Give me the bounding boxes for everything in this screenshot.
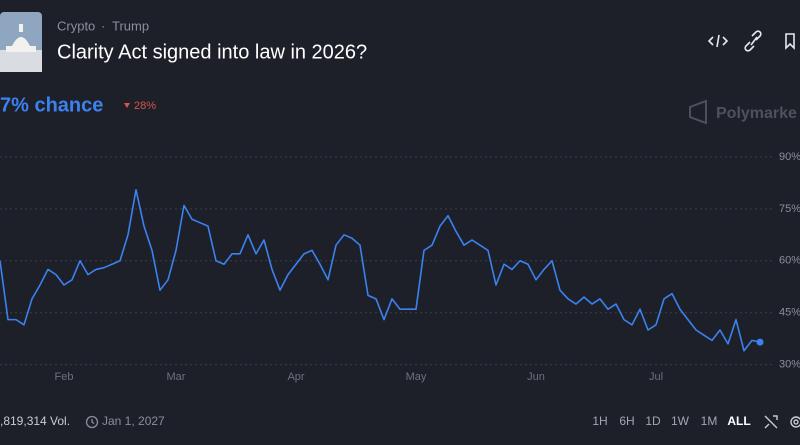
thumbnail [0, 12, 42, 72]
y-tick-label: 90% [779, 151, 800, 163]
price-line [0, 189, 761, 352]
y-tick-label: 75% [779, 203, 800, 215]
range-button[interactable]: 1H [592, 414, 607, 428]
market-title: Clarity Act signed into law in 2026? [57, 41, 367, 63]
y-tick-label: 60% [779, 255, 800, 267]
clock-icon [85, 415, 99, 429]
category[interactable]: Crypto [57, 18, 95, 33]
watermark: Polymarke [689, 99, 797, 125]
range-button[interactable]: 1W [671, 414, 690, 428]
footer-icons[interactable] [764, 415, 800, 429]
x-tick-label: Jun [527, 371, 545, 383]
x-tick-label: May [406, 371, 427, 383]
separator: · [101, 18, 105, 33]
end-date: Jan 1, 2027 [102, 414, 165, 428]
volume: ,819,314 Vol. [0, 414, 70, 428]
x-tick-label: Mar [167, 371, 186, 383]
tag[interactable]: Trump [112, 18, 149, 33]
range-button[interactable]: 1D [645, 414, 661, 428]
header-icons[interactable] [707, 30, 795, 52]
x-tick-label: Apr [287, 371, 304, 383]
y-tick-label: 30% [779, 359, 800, 371]
range-button[interactable]: 1M [701, 414, 718, 428]
range-button[interactable]: ALL [727, 414, 750, 428]
chance: 7% chance [0, 94, 103, 116]
change: 28% [134, 100, 156, 112]
change-arrow [124, 103, 130, 108]
watermark-text: Polymarke [716, 105, 797, 122]
x-tick-label: Jul [649, 371, 663, 383]
range-button[interactable]: 6H [619, 414, 634, 428]
y-tick-label: 45% [779, 307, 800, 319]
x-tick-label: Feb [55, 371, 74, 383]
current-point [756, 338, 764, 346]
